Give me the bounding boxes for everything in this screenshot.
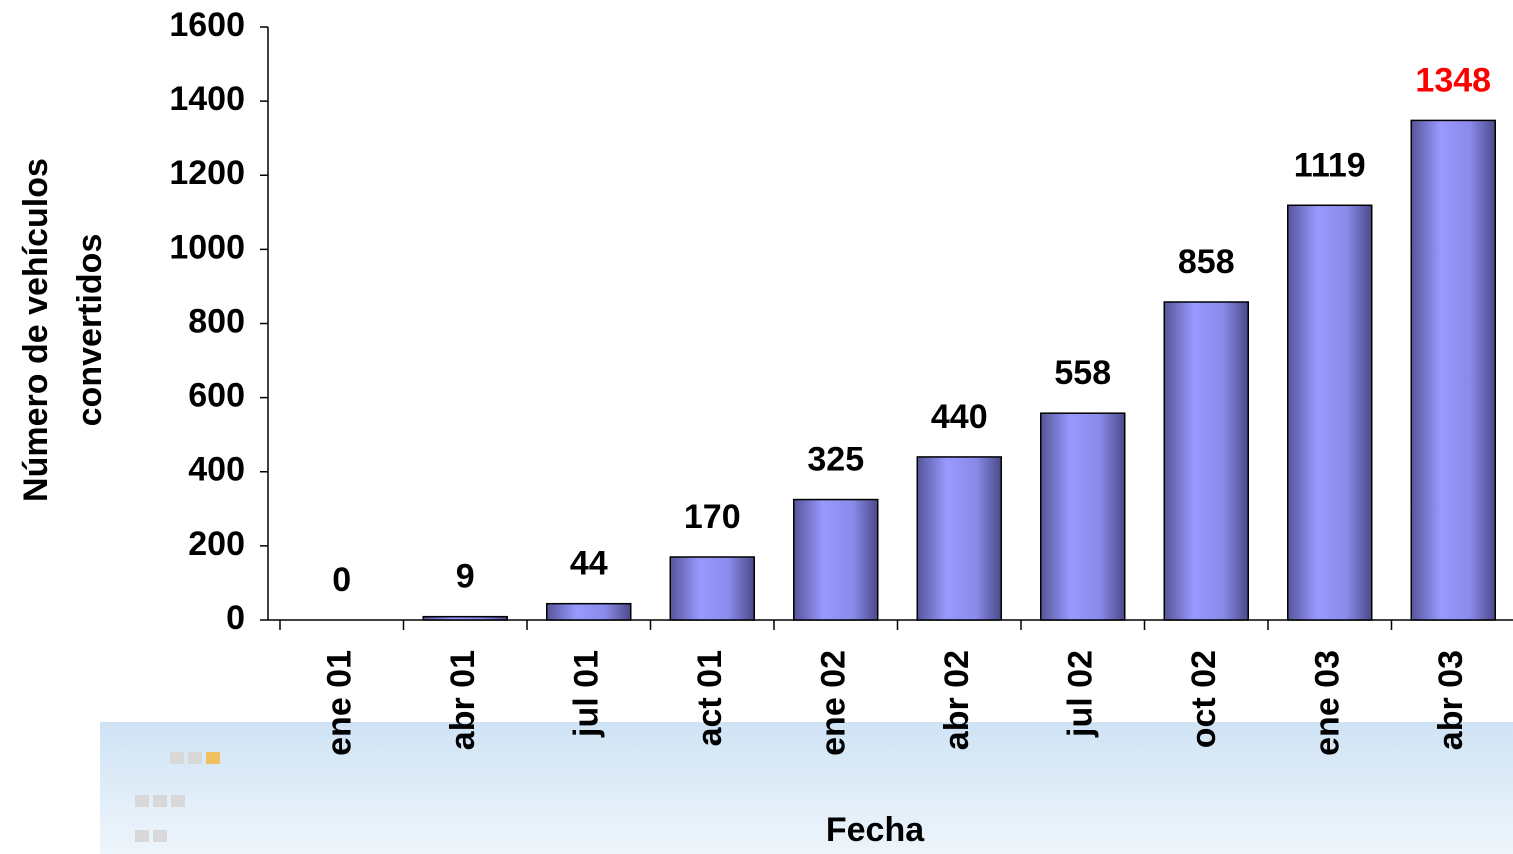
value-label: 1119 xyxy=(1294,146,1366,184)
x-tick-label: ene 02 xyxy=(815,650,853,756)
bar xyxy=(1041,413,1125,620)
y-tick-label: 1000 xyxy=(169,228,245,266)
page: Fecha Número de vehículos convertidos 0 2… xyxy=(0,0,1513,854)
bar xyxy=(794,500,878,620)
y-tick-label: 600 xyxy=(188,377,245,415)
bar xyxy=(547,604,631,620)
x-axis-title: Fecha xyxy=(826,811,925,849)
y-tick-label: 200 xyxy=(188,525,245,563)
bar xyxy=(1288,205,1372,620)
y-tick-label: 800 xyxy=(188,302,245,340)
value-label: 44 xyxy=(570,545,608,583)
y-tick-label: 1400 xyxy=(169,80,245,118)
y-tick-label: 1600 xyxy=(169,6,245,44)
y-axis-title: Número de vehículos xyxy=(17,158,55,502)
value-label: 9 xyxy=(456,558,475,596)
x-tick-label: jul 02 xyxy=(1062,650,1100,738)
value-label: 858 xyxy=(1178,243,1235,281)
x-tick-label: abr 03 xyxy=(1432,650,1470,750)
background-image xyxy=(100,722,1513,854)
bar xyxy=(423,617,507,620)
x-tick-label: ene 03 xyxy=(1309,650,1347,756)
x-tick-label: jul 01 xyxy=(568,650,606,738)
bar xyxy=(670,557,754,620)
value-label: 0 xyxy=(332,561,351,599)
value-label: 1348 xyxy=(1415,61,1491,99)
x-tick-label: oct 02 xyxy=(1185,650,1223,748)
x-tick-label: ene 01 xyxy=(321,650,359,756)
bar xyxy=(1164,302,1248,620)
y-tick-label: 1200 xyxy=(169,154,245,192)
bar xyxy=(1411,120,1495,620)
y-tick-label: 0 xyxy=(226,599,245,637)
bar xyxy=(917,457,1001,620)
chart: Fecha Número de vehículos convertidos 0 2… xyxy=(0,0,1513,854)
x-tick-label: act 01 xyxy=(691,650,729,746)
y-tick-label: 400 xyxy=(188,451,245,489)
x-tick-label: abr 02 xyxy=(938,650,976,750)
value-label: 325 xyxy=(807,441,864,479)
value-label: 440 xyxy=(931,398,988,436)
value-label: 170 xyxy=(684,498,741,536)
y-axis-title: convertidos xyxy=(71,234,109,427)
x-tick-label: abr 01 xyxy=(444,650,482,750)
value-label: 558 xyxy=(1054,354,1111,392)
